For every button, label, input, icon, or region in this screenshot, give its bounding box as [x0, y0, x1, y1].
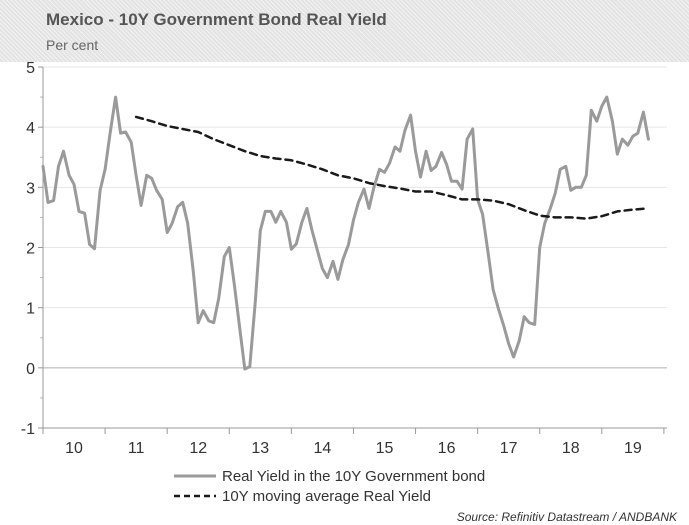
chart-header: Mexico - 10Y Government Bond Real Yield … — [0, 0, 689, 62]
legend-swatch-solid — [174, 474, 216, 478]
chart-title: Mexico - 10Y Government Bond Real Yield — [46, 10, 387, 29]
source-note: Source: Refinitiv Datastream / ANDBANK — [456, 510, 677, 524]
x-tick-label: 13 — [251, 440, 269, 457]
gridlines — [43, 66, 667, 309]
y-tick-label: 2 — [26, 241, 35, 258]
y-tick-label: 3 — [26, 180, 35, 197]
legend: Real Yield in the 10Y Government bond 10… — [174, 466, 485, 506]
x-tick-label: 12 — [189, 440, 207, 457]
x-tick-label: 18 — [562, 440, 580, 457]
legend-item-real-yield: Real Yield in the 10Y Government bond — [174, 466, 485, 486]
y-tick-label: 5 — [26, 60, 35, 77]
legend-item-moving-average: 10Y moving average Real Yield — [174, 486, 485, 506]
series-line-real-yield — [41, 95, 650, 371]
y-tick-label: -1 — [21, 421, 35, 438]
x-tick-label: 10 — [65, 440, 83, 457]
legend-label-real-yield: Real Yield in the 10Y Government bond — [222, 467, 486, 485]
chart-subtitle: Per cent — [46, 37, 99, 53]
x-tick-label: 19 — [624, 440, 642, 457]
y-tick-label: 1 — [26, 301, 35, 318]
x-tick-label: 15 — [376, 440, 394, 457]
x-tick-label: 16 — [438, 440, 456, 457]
legend-label-moving-average: 10Y moving average Real Yield — [222, 487, 432, 505]
legend-swatch-dashed — [174, 494, 216, 498]
series-lines — [41, 95, 650, 371]
x-tick-label: 14 — [314, 440, 332, 457]
x-tick-label: 11 — [128, 440, 145, 457]
series-line-moving-average — [134, 115, 650, 220]
axes — [38, 66, 667, 434]
y-tick-label: 4 — [26, 120, 35, 137]
y-tick-label: 0 — [26, 361, 35, 378]
x-tick-label: 17 — [500, 440, 518, 457]
